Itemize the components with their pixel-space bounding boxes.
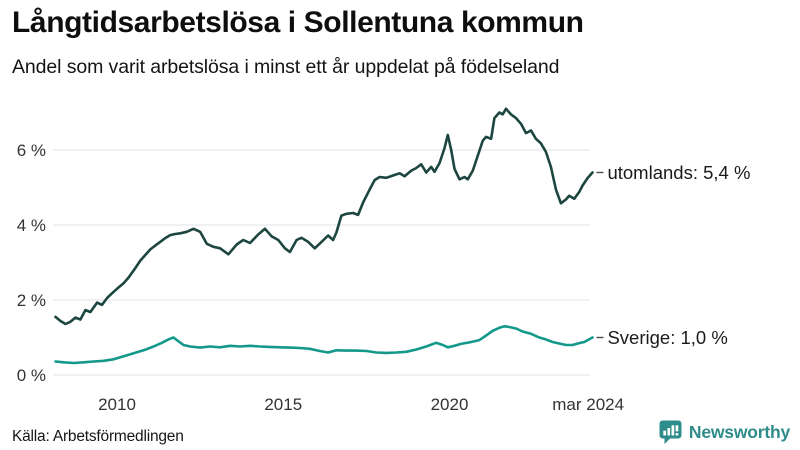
- x-tick-label: mar 2024: [552, 395, 624, 414]
- y-tick-label: 0 %: [17, 366, 46, 385]
- newsworthy-wordmark: Newsworthy: [688, 422, 790, 442]
- chart-subtitle: Andel som varit arbetslösa i minst ett å…: [12, 56, 560, 78]
- page-title: Långtidsarbetslösa i Sollentuna kommun: [12, 6, 584, 39]
- series-line-sverige: [54, 324, 594, 365]
- series-label-sverige: Sverige: 1,0 %: [607, 327, 727, 348]
- y-tick-label: 2 %: [17, 291, 46, 310]
- y-tick-label: 4 %: [17, 216, 46, 235]
- series-line-utomlands: [54, 107, 594, 326]
- x-tick-label: 2015: [264, 395, 302, 414]
- newsworthy-logo[interactable]: Newsworthy: [659, 420, 790, 445]
- source-note: Källa: Arbetsförmedlingen: [12, 428, 184, 445]
- x-tick-label: 2010: [98, 395, 136, 414]
- x-tick-label: 2020: [431, 395, 469, 414]
- newsworthy-bubble-chart-icon: [659, 420, 682, 445]
- series-label-utomlands: utomlands: 5,4 %: [607, 162, 750, 183]
- y-tick-label: 6 %: [17, 141, 46, 160]
